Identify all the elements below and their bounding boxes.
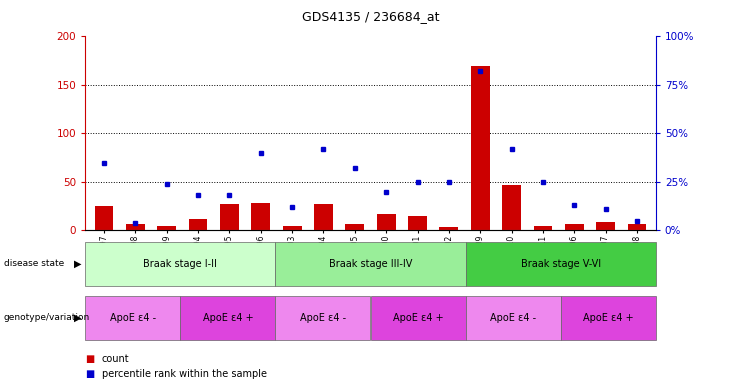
Bar [157,225,176,230]
Bar [95,206,113,230]
Bar [220,204,239,230]
Bar [283,225,302,230]
Bar [276,296,370,340]
Bar [180,296,276,340]
Bar [465,296,561,340]
Bar [370,296,465,340]
Bar [85,242,276,286]
Bar [189,219,207,230]
Text: ■: ■ [85,369,94,379]
Text: count: count [102,354,129,364]
Text: ApoE ε4 -: ApoE ε4 - [300,313,346,323]
Bar [465,242,656,286]
Text: ApoE ε4 -: ApoE ε4 - [490,313,536,323]
Text: genotype/variation: genotype/variation [4,313,90,322]
Bar [314,204,333,230]
Text: Braak stage V-VI: Braak stage V-VI [521,259,601,269]
Bar [276,242,465,286]
Bar [534,225,552,230]
Text: Braak stage III-IV: Braak stage III-IV [329,259,412,269]
Text: ■: ■ [85,354,94,364]
Text: ▶: ▶ [74,313,82,323]
Bar [408,216,427,230]
Text: ApoE ε4 +: ApoE ε4 + [202,313,253,323]
Bar [345,223,365,230]
Text: Braak stage I-II: Braak stage I-II [143,259,217,269]
Text: ApoE ε4 +: ApoE ε4 + [583,313,634,323]
Text: ApoE ε4 -: ApoE ε4 - [110,313,156,323]
Bar [561,296,656,340]
Bar [471,66,490,230]
Text: ApoE ε4 +: ApoE ε4 + [393,313,443,323]
Bar [251,203,270,230]
Bar [565,223,584,230]
Text: ▶: ▶ [74,259,82,269]
Text: GDS4135 / 236684_at: GDS4135 / 236684_at [302,10,439,23]
Bar [126,223,144,230]
Bar [376,214,396,230]
Bar [597,222,615,230]
Bar [85,296,180,340]
Bar [628,223,646,230]
Bar [439,227,458,230]
Text: percentile rank within the sample: percentile rank within the sample [102,369,267,379]
Bar [502,185,521,230]
Text: disease state: disease state [4,260,64,268]
